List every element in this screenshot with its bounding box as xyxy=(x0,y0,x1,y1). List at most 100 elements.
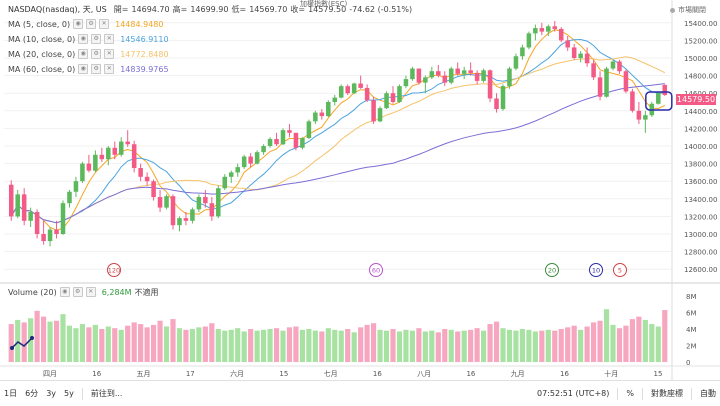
status-dot-icon xyxy=(670,7,675,13)
settings-icon[interactable]: ⚙ xyxy=(91,49,102,59)
event-marker-label[interactable]: 60 xyxy=(372,267,380,275)
candle-body xyxy=(526,33,532,48)
symbol-header: NASDAQ(nasdaq), 天, US 開= 14694.70 高= 14699… xyxy=(8,3,412,15)
open-value: 14694.70 xyxy=(131,4,170,14)
symbol-title[interactable]: NASDAQ(nasdaq), 天, US xyxy=(8,4,107,14)
close-icon[interactable]: ✕ xyxy=(104,64,115,74)
volume-axis-label: 0 xyxy=(686,359,690,367)
candle-body xyxy=(552,26,558,29)
candle-body xyxy=(390,93,396,102)
close-icon[interactable]: ✕ xyxy=(99,19,110,29)
volume-bar xyxy=(170,319,176,362)
volume-bar xyxy=(293,326,299,362)
volume-bar xyxy=(332,329,338,362)
volume-bar xyxy=(493,321,500,362)
volume-bar xyxy=(299,329,305,362)
time-axis-label: 16 xyxy=(466,370,475,378)
candle-body xyxy=(125,141,130,145)
event-marker-label[interactable]: 120 xyxy=(108,267,120,275)
volume-bar xyxy=(151,324,157,362)
candle-body xyxy=(306,121,312,139)
candle-body xyxy=(93,154,98,171)
settings-icon[interactable]: ⚙ xyxy=(86,19,97,29)
event-marker[interactable] xyxy=(545,263,559,277)
period-6m[interactable]: 6分 xyxy=(25,389,39,398)
event-marker[interactable] xyxy=(589,263,603,277)
event-marker-label[interactable]: 20 xyxy=(548,267,556,275)
visibility-icon[interactable]: ◉ xyxy=(78,49,89,59)
volume-bar xyxy=(163,326,170,362)
volume-label[interactable]: Volume (20) xyxy=(8,287,57,297)
volume-bar xyxy=(41,316,47,362)
candle-body xyxy=(617,61,622,72)
time-axis-label: 八月 xyxy=(417,370,431,378)
auto-scale-toggle[interactable]: 自動 xyxy=(700,389,716,398)
volume-bar xyxy=(209,323,215,362)
candle-body xyxy=(274,138,279,145)
volume-bar xyxy=(338,330,344,362)
volume-bar xyxy=(597,320,603,362)
candle-body xyxy=(164,196,169,208)
event-marker-label[interactable]: 10 xyxy=(592,267,600,275)
volume-bar xyxy=(403,329,409,362)
candle-body xyxy=(67,191,72,204)
clock-readout: 07:52:51 (UTC+8) xyxy=(537,389,610,398)
visibility-icon[interactable]: ◉ xyxy=(59,287,70,297)
indicator-label[interactable]: MA (10, close, 0) xyxy=(8,34,76,44)
candle-body xyxy=(429,71,435,78)
volume-bar xyxy=(371,323,377,362)
period-3y[interactable]: 3y xyxy=(46,389,57,398)
candle-body xyxy=(222,176,228,189)
center-overlay-label[interactable]: 加權指數(ESC) xyxy=(300,0,348,8)
indicator-label[interactable]: MA (20, close, 0) xyxy=(8,49,76,59)
candle-body xyxy=(377,108,383,122)
volume-bar xyxy=(468,329,474,362)
event-marker[interactable] xyxy=(613,263,627,277)
goto-date-button[interactable]: 前往到... xyxy=(90,389,123,398)
time-axis-label: 四月 xyxy=(43,370,57,378)
visibility-icon[interactable]: ◉ xyxy=(78,34,89,44)
close-icon[interactable]: ✕ xyxy=(85,287,96,297)
bottom-right-controls: 07:52:51 (UTC+8) % 對數座標 自動 xyxy=(533,387,720,400)
close-icon[interactable]: ✕ xyxy=(104,49,115,59)
candle-body xyxy=(662,84,668,96)
settings-icon[interactable]: ⚙ xyxy=(91,64,102,74)
candle-body xyxy=(513,56,519,69)
event-marker[interactable] xyxy=(107,263,121,277)
period-1d[interactable]: 1日 xyxy=(4,389,18,398)
indicator-label[interactable]: MA (5, close, 0) xyxy=(8,19,71,29)
low-label: 低= xyxy=(231,4,247,14)
event-marker-label[interactable]: 5 xyxy=(618,267,622,275)
volume-bar xyxy=(319,331,325,362)
volume-bar xyxy=(552,330,558,362)
settings-icon[interactable]: ⚙ xyxy=(72,287,83,297)
visibility-icon[interactable]: ◉ xyxy=(73,19,84,29)
volume-bar xyxy=(629,319,635,362)
percent-toggle[interactable]: % xyxy=(626,389,634,398)
volume-bar xyxy=(474,328,480,362)
time-axis-label: 16 xyxy=(560,370,569,378)
volume-bar xyxy=(532,331,538,362)
volume-bar xyxy=(73,328,79,362)
volume-bar xyxy=(8,324,14,362)
volume-bar xyxy=(636,316,642,362)
time-axis-label: 七月 xyxy=(324,369,338,378)
event-marker[interactable] xyxy=(369,263,383,277)
candle-body xyxy=(630,91,635,111)
log-scale-toggle[interactable]: 對數座標 xyxy=(651,389,683,398)
candle-body xyxy=(144,176,150,182)
period-5y[interactable]: 5y xyxy=(64,389,74,398)
close-icon[interactable]: ✕ xyxy=(104,34,115,44)
settings-icon[interactable]: ⚙ xyxy=(91,34,102,44)
indicator-label[interactable]: MA (60, close, 0) xyxy=(8,64,76,74)
candle-body xyxy=(28,212,33,221)
candle-body xyxy=(410,68,415,80)
candle-body xyxy=(99,154,105,160)
volume-bar xyxy=(662,310,668,362)
volume-bar xyxy=(144,327,150,362)
visibility-icon[interactable]: ◉ xyxy=(78,64,89,74)
candle-body xyxy=(610,61,616,69)
volume-bar xyxy=(47,321,53,362)
